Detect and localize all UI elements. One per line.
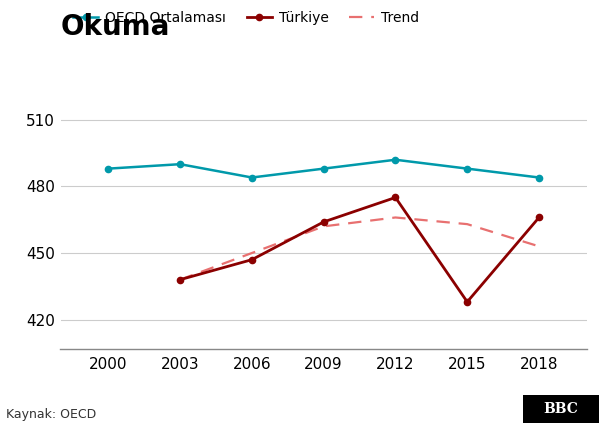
Text: Okuma: Okuma	[60, 13, 170, 41]
Legend: OECD Ortalaması, Türkiye, Trend: OECD Ortalaması, Türkiye, Trend	[67, 6, 425, 31]
Text: Kaynak: OECD: Kaynak: OECD	[6, 408, 96, 421]
Text: BBC: BBC	[544, 402, 578, 416]
